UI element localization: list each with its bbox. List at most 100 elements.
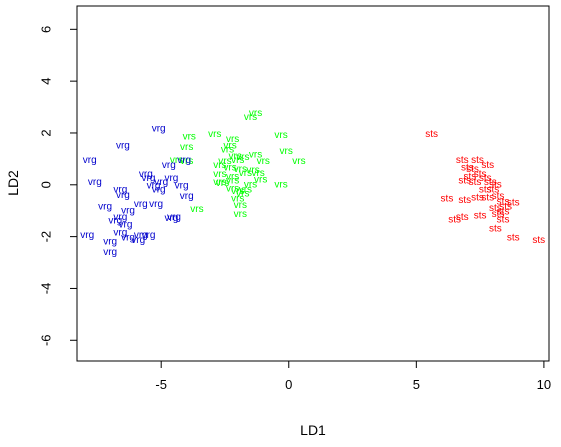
point-vrs: vrs	[213, 177, 226, 188]
point-vrg: vrg	[113, 212, 127, 223]
point-vrs: vrs	[213, 169, 226, 180]
point-vrs: vrs	[231, 155, 244, 166]
point-vrs: vrs	[244, 179, 257, 190]
point-sts: sts	[507, 233, 520, 244]
point-vrs: vrs	[218, 156, 231, 167]
point-sts: sts	[456, 212, 469, 223]
point-vrg: vrg	[108, 216, 122, 227]
point-vrs: vrs	[251, 168, 264, 179]
point-sts: sts	[489, 179, 502, 190]
point-vrs: vrs	[180, 156, 193, 167]
point-vrs: vrs	[254, 174, 267, 185]
point-sts: sts	[448, 214, 461, 225]
x-tick-label: 5	[413, 377, 420, 392]
point-sts: sts	[464, 172, 477, 183]
y-tick-label: -6	[38, 334, 53, 346]
y-tick-label: -2	[38, 231, 53, 243]
y-axis: -6 -4 -2 0 2 4 6	[38, 26, 77, 346]
point-sts: sts	[497, 207, 510, 218]
y-tick-label: 4	[38, 78, 53, 85]
x-tick-label: 10	[537, 377, 551, 392]
point-vrg: vrg	[134, 230, 148, 241]
x-axis: -5 0 5 10	[155, 361, 551, 392]
point-vrs: vrs	[223, 141, 236, 152]
x-tick-label: -5	[155, 377, 167, 392]
point-sts: sts	[461, 163, 474, 174]
point-vrs: vrs	[249, 108, 262, 119]
point-sts: sts	[486, 185, 499, 196]
point-sts: sts	[458, 195, 471, 206]
point-vrs: vrs	[226, 183, 239, 194]
point-sts: sts	[466, 164, 479, 175]
point-vrs: vrs	[234, 209, 247, 220]
point-vrg: vrg	[113, 227, 127, 238]
y-axis-label: LD2	[5, 170, 21, 196]
point-vrg: vrg	[152, 124, 166, 135]
point-sts: sts	[471, 192, 484, 203]
x-axis-label: LD1	[300, 422, 326, 438]
point-vrs: vrs	[229, 151, 242, 162]
point-vrg: vrg	[180, 191, 194, 202]
point-vrs: vrs	[216, 178, 229, 189]
point-vrg: vrg	[88, 177, 102, 188]
point-vrs: vrs	[249, 150, 262, 161]
point-vrs: vrs	[226, 172, 239, 183]
point-vrs: vrs	[221, 144, 234, 155]
point-vrs: vrs	[180, 142, 193, 153]
plot-frame	[76, 5, 550, 362]
point-vrs: vrs	[226, 176, 239, 187]
x-tick-label: 0	[285, 377, 292, 392]
point-vrs: vrs	[213, 160, 226, 171]
point-vrs: vrs	[274, 130, 287, 141]
y-tick-label: -4	[38, 283, 53, 295]
point-vrg: vrg	[131, 235, 145, 246]
point-sts: sts	[469, 177, 482, 188]
point-vrg: vrg	[113, 185, 127, 196]
point-sts: sts	[471, 155, 484, 166]
point-vrs: vrs	[226, 134, 239, 145]
point-vrs: vrs	[234, 164, 247, 175]
point-vrs: vrs	[236, 189, 249, 200]
point-vrs: vrs	[239, 185, 252, 196]
point-vrg: vrg	[103, 247, 117, 258]
point-vrg: vrg	[83, 155, 97, 166]
point-sts: sts	[492, 209, 505, 220]
point-vrs: vrs	[234, 200, 247, 211]
point-vrg: vrg	[141, 230, 155, 241]
point-vrs: vrs	[280, 146, 293, 157]
point-sts: sts	[479, 173, 492, 184]
point-sts: sts	[474, 169, 487, 180]
point-vrs: vrs	[231, 186, 244, 197]
point-vrg: vrg	[116, 190, 130, 201]
y-tick-label: 6	[38, 26, 53, 33]
point-vrg: vrg	[164, 213, 178, 224]
point-vrs: vrs	[246, 165, 259, 176]
point-vrg: vrg	[152, 185, 166, 196]
point-vrs: vrs	[257, 156, 270, 167]
point-vrg: vrg	[139, 169, 153, 180]
point-sts: sts	[484, 177, 497, 188]
point-vrg: vrg	[154, 177, 168, 188]
point-vrg: vrg	[164, 173, 178, 184]
point-sts: sts	[458, 176, 471, 187]
point-vrs: vrs	[244, 112, 257, 123]
point-vrs: vrs	[236, 152, 249, 163]
point-sts: sts	[507, 198, 520, 209]
point-vrs: vrs	[183, 131, 196, 142]
point-sts: sts	[497, 214, 510, 225]
point-vrg: vrg	[121, 233, 135, 244]
point-vrs: vrs	[231, 194, 244, 205]
point-vrg: vrg	[134, 199, 148, 210]
point-vrg: vrg	[121, 205, 135, 216]
point-vrg: vrg	[119, 220, 133, 231]
point-sts: sts	[489, 203, 502, 214]
point-vrg: vrg	[147, 181, 161, 192]
point-vrs: vrs	[274, 179, 287, 190]
point-sts: sts	[456, 155, 469, 166]
point-vrg: vrg	[162, 160, 176, 171]
point-vrg: vrg	[141, 173, 155, 184]
point-vrg: vrg	[103, 236, 117, 247]
